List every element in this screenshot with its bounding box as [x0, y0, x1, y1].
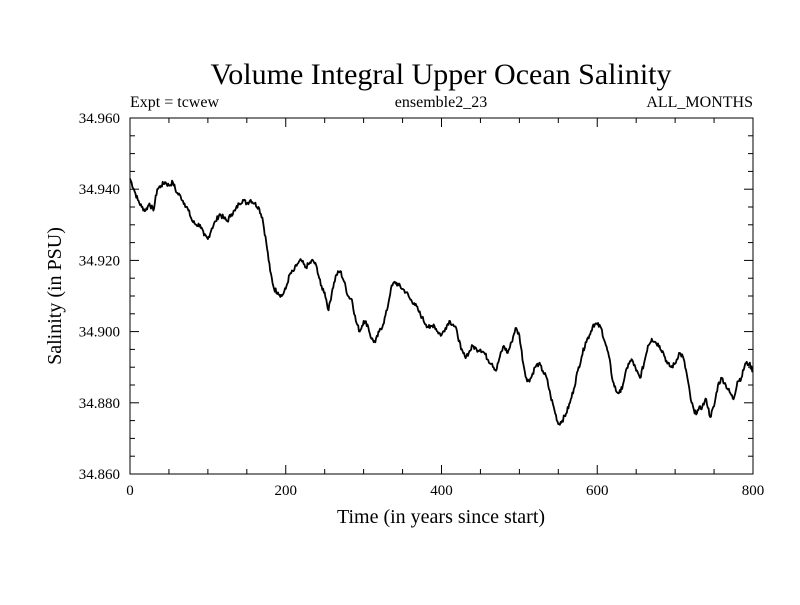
months-label: ALL_MONTHS — [646, 94, 753, 111]
experiment-label: Expt = tcwew — [130, 94, 219, 111]
y-tick-label: 34.920 — [79, 253, 120, 269]
y-tick-label: 34.860 — [79, 467, 120, 483]
x-tick-label: 400 — [430, 483, 453, 499]
y-tick-label: 34.880 — [79, 396, 120, 412]
x-axis: 0 200 400 600 800 — [126, 118, 764, 499]
x-tick-label: 800 — [742, 483, 765, 499]
y-axis-label: Salinity (in PSU) — [44, 227, 66, 365]
x-tick-label: 0 — [126, 483, 134, 499]
x-tick-label: 600 — [586, 483, 609, 499]
y-axis: 34.860 34.880 34.900 34.920 34.940 34.960 — [79, 111, 753, 483]
salinity-series-line — [129, 178, 754, 426]
ensemble-label: ensemble2_23 — [395, 94, 487, 111]
y-tick-label: 34.940 — [79, 182, 120, 198]
y-tick-label: 34.960 — [79, 111, 120, 127]
y-tick-label: 34.900 — [79, 325, 120, 341]
chart-title: Volume Integral Upper Ocean Salinity — [211, 58, 672, 91]
x-tick-label: 200 — [275, 483, 298, 499]
plot-frame — [129, 117, 754, 475]
x-axis-label: Time (in years since start) — [337, 506, 545, 528]
